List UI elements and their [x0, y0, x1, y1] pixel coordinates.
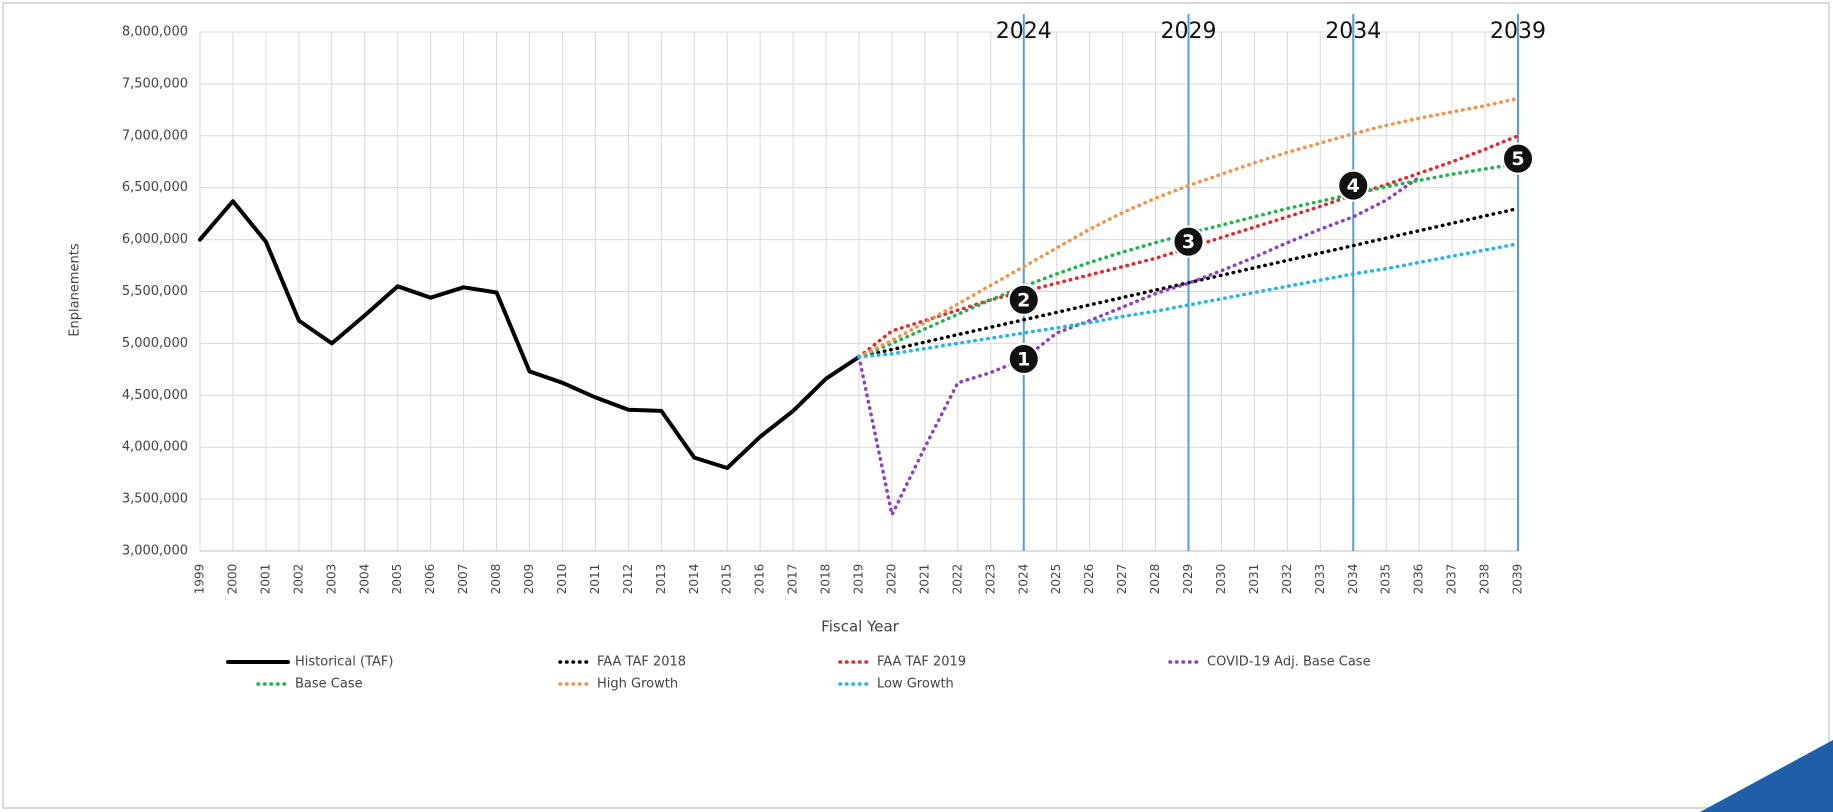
y-tick-label: 4,500,000 [122, 388, 188, 403]
x-tick-label: 2008 [489, 564, 503, 595]
reference-label: 2029 [1161, 19, 1217, 44]
x-tick-label: 2027 [1115, 564, 1129, 595]
y-tick-label: 6,000,000 [122, 232, 188, 247]
y-tick-label: 6,500,000 [122, 180, 188, 195]
y-tick-label: 8,000,000 [122, 25, 188, 40]
legend-label: Low Growth [877, 677, 954, 692]
x-tick-label: 2000 [225, 564, 239, 595]
callout-marker [1007, 283, 1040, 316]
x-tick-label: 2024 [1016, 564, 1030, 595]
series-line [857, 175, 1421, 517]
x-tick-label: 2036 [1412, 564, 1426, 595]
series-line [857, 206, 1520, 359]
x-axis-title: Fiscal Year [821, 618, 899, 636]
x-tick-label: 2012 [621, 564, 635, 595]
x-tick-label: 2023 [983, 564, 997, 595]
series-line [857, 96, 1520, 359]
x-tick-label: 2017 [786, 564, 800, 595]
x-tick-label: 2009 [522, 564, 536, 595]
callout-marker [1172, 225, 1205, 258]
y-tick-label: 5,500,000 [122, 284, 188, 299]
callout-label: 5 [1511, 148, 1524, 170]
reference-label: 2024 [996, 19, 1052, 44]
x-tick-label: 2018 [819, 564, 833, 595]
x-tick-label: 2016 [753, 564, 767, 595]
legend-label: Historical (TAF) [295, 655, 393, 670]
reference-label: 2039 [1490, 19, 1546, 44]
x-tick-label: 2005 [390, 564, 404, 595]
x-tick-label: 2001 [258, 564, 272, 595]
legend-label: Base Case [295, 677, 363, 692]
y-tick-label: 3,500,000 [122, 492, 188, 507]
x-tick-label: 2011 [588, 564, 602, 595]
x-tick-label: 2035 [1379, 564, 1393, 595]
callout-label: 2 [1017, 289, 1030, 311]
decor-swoosh [1700, 740, 1833, 812]
x-tick-label: 2020 [884, 564, 898, 595]
callout-marker [1502, 142, 1534, 175]
x-tick-label: 2014 [687, 564, 701, 595]
series-line [857, 242, 1520, 359]
series-line [198, 199, 861, 470]
callout-marker [1337, 169, 1370, 202]
x-tick-label: 2015 [720, 564, 734, 595]
x-tick-label: 2004 [357, 564, 371, 595]
legend-label: COVID-19 Adj. Base Case [1207, 655, 1371, 670]
y-tick-label: 5,000,000 [122, 336, 188, 351]
x-tick-label: 2026 [1082, 564, 1096, 595]
x-tick-label: 2006 [423, 564, 437, 595]
x-tick-label: 2029 [1181, 564, 1195, 595]
x-tick-label: 2037 [1445, 564, 1459, 595]
x-tick-label: 2030 [1214, 564, 1228, 595]
reference-label: 2034 [1325, 19, 1381, 44]
y-tick-label: 3,000,000 [122, 544, 188, 559]
x-tick-label: 2031 [1247, 564, 1261, 595]
x-tick-label: 2022 [950, 564, 964, 595]
x-tick-label: 2013 [654, 564, 668, 595]
x-tick-label: 2025 [1049, 564, 1063, 595]
x-tick-label: 2010 [555, 564, 569, 595]
callout-label: 1 [1017, 348, 1030, 370]
x-tick-label: 2028 [1148, 564, 1162, 595]
y-tick-label: 7,000,000 [122, 128, 188, 143]
x-tick-label: 2038 [1478, 564, 1492, 595]
legend-label: FAA TAF 2019 [877, 655, 966, 670]
x-tick-label: 2019 [852, 564, 866, 595]
y-tick-label: 4,000,000 [122, 440, 188, 455]
x-tick-label: 2033 [1313, 564, 1327, 595]
x-tick-label: 2002 [291, 564, 305, 595]
x-tick-label: 2021 [917, 564, 931, 595]
x-tick-label: 2039 [1511, 564, 1525, 595]
y-axis-title: Enplanements [68, 243, 83, 337]
callout-label: 3 [1182, 231, 1195, 253]
y-tick-label: 7,500,000 [122, 76, 188, 91]
x-tick-label: 2007 [456, 564, 470, 595]
x-tick-label: 2032 [1280, 564, 1294, 595]
callout-label: 4 [1347, 175, 1360, 197]
x-tick-label: 2034 [1346, 564, 1360, 595]
legend-label: FAA TAF 2018 [597, 655, 686, 670]
x-tick-label: 2003 [324, 564, 338, 595]
legend-label: High Growth [597, 677, 678, 692]
x-tick-label: 1999 [193, 564, 207, 595]
callout-marker [1007, 342, 1040, 375]
